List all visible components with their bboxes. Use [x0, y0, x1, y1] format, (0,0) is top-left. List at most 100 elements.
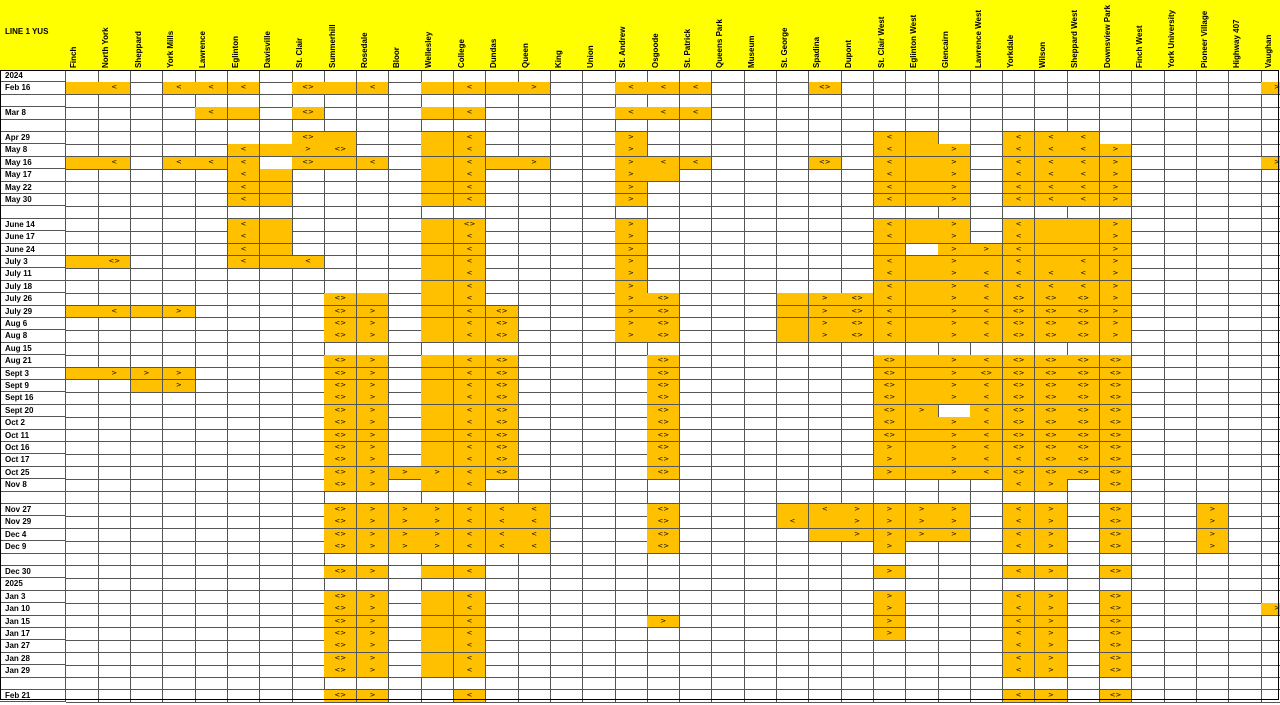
grid-cell[interactable] — [970, 70, 1004, 83]
closure-cell[interactable] — [259, 194, 293, 207]
grid-cell[interactable] — [485, 479, 519, 493]
grid-cell[interactable] — [1196, 218, 1230, 232]
grid-cell[interactable] — [259, 70, 293, 83]
grid-cell[interactable] — [1067, 603, 1101, 617]
grid-cell[interactable] — [1067, 640, 1101, 654]
closure-cell[interactable]: <> — [1035, 466, 1068, 480]
grid-cell[interactable] — [98, 491, 132, 505]
grid-cell[interactable] — [615, 640, 648, 654]
grid-cell[interactable] — [1131, 156, 1165, 170]
grid-cell[interactable] — [744, 70, 778, 83]
grid-cell[interactable] — [582, 615, 616, 629]
grid-cell[interactable] — [453, 94, 487, 108]
grid-cell[interactable] — [1196, 429, 1230, 443]
grid-cell[interactable] — [130, 690, 164, 703]
closure-cell[interactable]: < — [970, 392, 1004, 406]
grid-cell[interactable] — [98, 404, 132, 418]
grid-cell[interactable] — [938, 553, 971, 567]
closure-cell[interactable]: > — [356, 417, 390, 431]
grid-cell[interactable] — [1196, 417, 1230, 431]
grid-cell[interactable] — [1067, 107, 1101, 121]
grid-cell[interactable] — [292, 603, 325, 617]
grid-cell[interactable] — [421, 206, 455, 220]
grid-cell[interactable] — [195, 94, 228, 108]
grid-cell[interactable] — [98, 528, 132, 542]
grid-cell[interactable] — [776, 380, 810, 393]
closure-cell[interactable]: <> — [873, 380, 907, 393]
closure-cell[interactable] — [421, 268, 455, 282]
grid-cell[interactable] — [776, 640, 810, 654]
grid-cell[interactable] — [227, 466, 261, 480]
grid-cell[interactable] — [776, 690, 810, 703]
grid-cell[interactable] — [744, 144, 778, 158]
grid-cell[interactable] — [518, 280, 551, 294]
closure-cell[interactable]: > — [873, 528, 907, 542]
grid-cell[interactable] — [485, 280, 519, 294]
grid-cell[interactable] — [130, 218, 164, 232]
closure-cell[interactable]: > — [389, 504, 422, 517]
closure-cell[interactable]: <> — [324, 652, 358, 666]
grid-cell[interactable] — [389, 218, 422, 232]
grid-cell[interactable] — [970, 528, 1004, 542]
grid-cell[interactable] — [776, 231, 810, 245]
grid-cell[interactable] — [195, 442, 228, 455]
closure-cell[interactable]: > — [905, 404, 939, 418]
grid-cell[interactable] — [1196, 479, 1230, 493]
closure-cell[interactable]: > — [1099, 268, 1133, 282]
grid-cell[interactable] — [1035, 206, 1068, 220]
grid-cell[interactable] — [485, 132, 519, 145]
grid-cell[interactable] — [970, 119, 1004, 133]
grid-cell[interactable] — [841, 132, 874, 145]
grid-cell[interactable] — [195, 243, 228, 257]
grid-cell[interactable] — [841, 578, 874, 592]
grid-cell[interactable] — [744, 243, 778, 257]
grid-cell[interactable] — [421, 94, 455, 108]
closure-cell[interactable]: < — [679, 156, 713, 170]
grid-cell[interactable] — [1196, 280, 1230, 294]
grid-cell[interactable] — [227, 504, 261, 517]
grid-cell[interactable] — [550, 144, 584, 158]
closure-cell[interactable]: <> — [1067, 355, 1101, 369]
grid-cell[interactable] — [744, 578, 778, 592]
closure-cell[interactable]: <> — [647, 454, 681, 468]
closure-cell[interactable]: > — [873, 516, 907, 530]
grid-cell[interactable] — [324, 206, 358, 220]
closure-cell[interactable]: < — [970, 380, 1004, 393]
closure-cell[interactable]: <> — [1099, 603, 1133, 617]
closure-cell[interactable] — [421, 417, 455, 431]
closure-cell[interactable]: > — [1099, 144, 1133, 158]
grid-cell[interactable] — [1164, 194, 1197, 207]
grid-cell[interactable] — [485, 615, 519, 629]
closure-cell[interactable]: > — [356, 566, 390, 579]
closure-cell[interactable] — [259, 243, 293, 257]
grid-cell[interactable] — [227, 404, 261, 418]
grid-cell[interactable] — [744, 640, 778, 654]
grid-cell[interactable] — [162, 690, 196, 703]
closure-cell[interactable]: <> — [841, 330, 874, 344]
closure-cell[interactable]: > — [162, 380, 196, 393]
closure-cell[interactable]: < — [453, 392, 487, 406]
closure-cell[interactable]: < — [873, 194, 907, 207]
grid-cell[interactable] — [162, 417, 196, 431]
grid-cell[interactable] — [227, 429, 261, 443]
grid-cell[interactable] — [841, 231, 874, 245]
closure-cell[interactable]: <> — [1002, 404, 1036, 418]
grid-cell[interactable] — [582, 144, 616, 158]
grid-cell[interactable] — [227, 553, 261, 567]
grid-cell[interactable] — [195, 194, 228, 207]
grid-cell[interactable] — [518, 404, 551, 418]
grid-cell[interactable] — [744, 665, 778, 679]
grid-cell[interactable] — [130, 417, 164, 431]
grid-cell[interactable] — [582, 318, 616, 331]
grid-cell[interactable] — [1196, 590, 1230, 604]
grid-cell[interactable] — [66, 640, 99, 654]
closure-cell[interactable]: < — [453, 528, 487, 542]
closure-cell[interactable]: <> — [1002, 380, 1036, 393]
grid-cell[interactable] — [841, 355, 874, 369]
grid-cell[interactable] — [1002, 94, 1036, 108]
grid-cell[interactable] — [776, 218, 810, 232]
closure-cell[interactable] — [130, 380, 164, 393]
grid-cell[interactable] — [841, 417, 874, 431]
grid-cell[interactable] — [550, 70, 584, 83]
grid-cell[interactable] — [679, 243, 713, 257]
